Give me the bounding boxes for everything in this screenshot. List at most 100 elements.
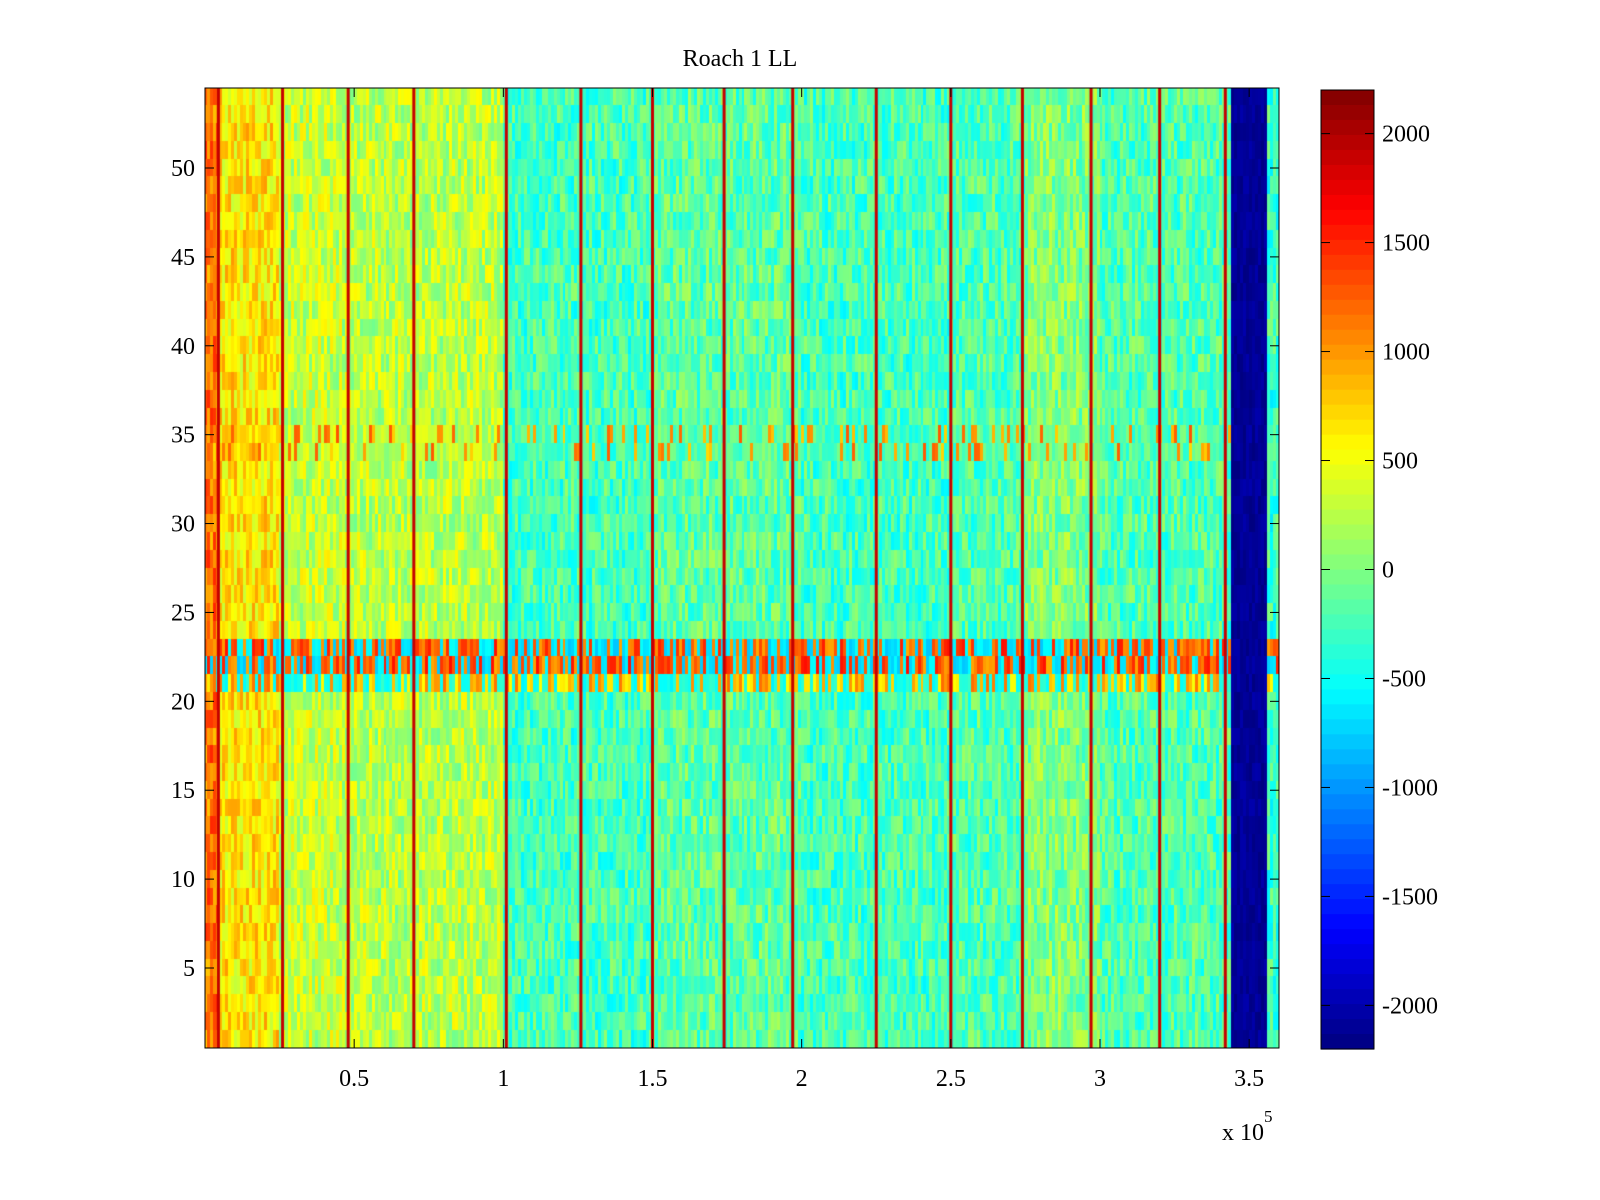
axes-frame: [204, 87, 1280, 1049]
colorbar-step: [1321, 854, 1374, 870]
colorbar-step: [1321, 659, 1374, 675]
heatmap-image: [205, 88, 1279, 1048]
x-axis-ticks: 0.5 1 1.5 2 2.5 3 3.5: [339, 88, 1264, 1092]
colorbar-step: [1321, 374, 1374, 391]
y-tick-label: 15: [171, 778, 195, 804]
x-tick-label: 2: [796, 1066, 808, 1092]
colorbar-tick-label: -1500: [1382, 884, 1438, 910]
colorbar-step: [1321, 629, 1374, 646]
colorbar-step: [1321, 239, 1374, 256]
colorbar-step: [1321, 254, 1374, 271]
y-tick-label: 35: [171, 423, 195, 449]
y-tick-label: 40: [171, 334, 195, 360]
colorbar-step: [1321, 584, 1374, 601]
colorbar-step: [1321, 389, 1374, 406]
colorbar-step: [1321, 194, 1374, 211]
colorbar-step: [1321, 90, 1374, 106]
colorbar-ticks: 2000 1500 1000 500 0 -500 -1000 -1500 -2000: [1321, 122, 1438, 1019]
colorbar-step: [1321, 794, 1374, 810]
colorbar-tick-label: 1000: [1382, 340, 1430, 366]
colorbar-step: [1321, 989, 1374, 1005]
colorbar-step: [1321, 974, 1374, 990]
y-axis-ticks: 5 10 15 20 25 30 35 40 45 50: [171, 156, 1279, 982]
colorbar-step: [1321, 419, 1374, 436]
x-tick-label: 2.5: [936, 1066, 966, 1092]
colorbar-step: [1321, 224, 1374, 241]
y-tick-label: 5: [183, 956, 195, 982]
colorbar-step: [1321, 764, 1374, 780]
colorbar-step: [1321, 644, 1374, 661]
colorbar-step: [1321, 344, 1374, 361]
colorbar-step: [1321, 884, 1374, 900]
colorbar: [1321, 90, 1374, 1050]
colorbar-step: [1321, 104, 1374, 121]
colorbar-step: [1321, 689, 1374, 705]
colorbar-step: [1321, 449, 1374, 466]
y-tick-label: 25: [171, 600, 195, 626]
x-tick-label: 3.5: [1234, 1066, 1264, 1092]
y-tick-label: 30: [171, 512, 195, 538]
colorbar-tick-label: -1000: [1382, 775, 1438, 801]
colorbar-step: [1321, 1034, 1374, 1050]
colorbar-step: [1321, 839, 1374, 855]
colorbar-step: [1321, 134, 1374, 151]
colorbar-step: [1321, 959, 1374, 975]
colorbar-step: [1321, 779, 1374, 795]
heatmap-plot-area: [205, 88, 1279, 1048]
colorbar-step: [1321, 809, 1374, 825]
colorbar-step: [1321, 539, 1374, 556]
colorbar-step: [1321, 1019, 1374, 1035]
colorbar-step: [1321, 824, 1374, 840]
x-axis-exponent-base: x 10: [1222, 1120, 1264, 1146]
colorbar-step: [1321, 299, 1374, 316]
colorbar-step: [1321, 494, 1374, 511]
colorbar-step: [1321, 599, 1374, 616]
colorbar-step: [1321, 314, 1374, 331]
colorbar-step: [1321, 404, 1374, 421]
colorbar-step: [1321, 749, 1374, 765]
colorbar-step: [1321, 944, 1374, 960]
colorbar-step: [1321, 704, 1374, 720]
x-tick-label: 0.5: [339, 1066, 369, 1092]
colorbar-tick-label: 2000: [1382, 122, 1430, 148]
colorbar-step: [1321, 464, 1374, 481]
chart-title: Roach 1 LL: [683, 46, 798, 72]
colorbar-tick-label: -500: [1382, 666, 1426, 692]
y-tick-label: 50: [171, 156, 195, 182]
colorbar-tick-label: -2000: [1382, 993, 1438, 1019]
x-axis-exponent-label: x 105: [1222, 1107, 1273, 1146]
colorbar-step: [1321, 209, 1374, 226]
colorbar-step: [1321, 929, 1374, 945]
colorbar-tick-label: 500: [1382, 449, 1418, 475]
colorbar-tick-label: 1500: [1382, 231, 1430, 257]
x-tick-label: 3: [1094, 1066, 1106, 1092]
colorbar-tick-label: 0: [1382, 558, 1394, 584]
colorbar-step: [1321, 179, 1374, 196]
colorbar-step: [1321, 509, 1374, 526]
colorbar-step: [1321, 149, 1374, 166]
colorbar-step: [1321, 554, 1374, 571]
colorbar-step: [1321, 434, 1374, 451]
colorbar-step: [1321, 674, 1374, 690]
x-axis-exponent-power: 5: [1264, 1107, 1273, 1126]
colorbar-step: [1321, 359, 1374, 376]
colorbar-step: [1321, 164, 1374, 181]
colorbar-step: [1321, 524, 1374, 541]
x-tick-label: 1: [497, 1066, 509, 1092]
colorbar-step: [1321, 719, 1374, 735]
colorbar-step: [1321, 734, 1374, 750]
colorbar-step: [1321, 899, 1374, 915]
colorbar-step: [1321, 869, 1374, 885]
colorbar-step: [1321, 914, 1374, 930]
colorbar-step: [1321, 479, 1374, 496]
colorbar-step: [1321, 329, 1374, 346]
colorbar-step: [1321, 284, 1374, 301]
colorbar-step: [1321, 614, 1374, 631]
colorbar-step: [1321, 1004, 1374, 1020]
y-tick-label: 10: [171, 867, 195, 893]
x-tick-label: 1.5: [638, 1066, 668, 1092]
y-tick-label: 20: [171, 689, 195, 715]
y-tick-label: 45: [171, 245, 195, 271]
colorbar-step: [1321, 269, 1374, 286]
